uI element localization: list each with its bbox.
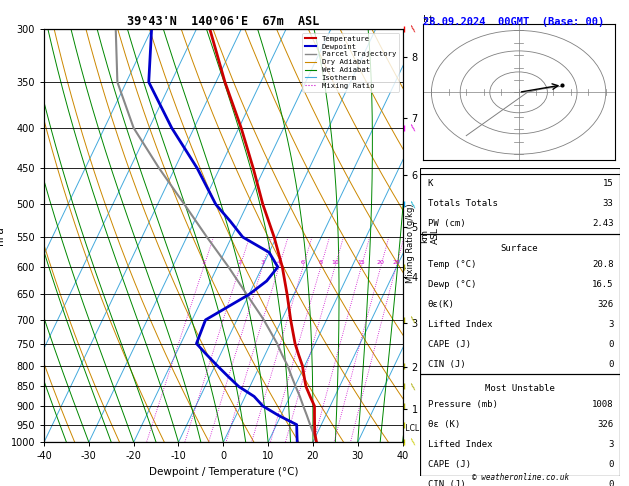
Text: CAPE (J): CAPE (J) xyxy=(428,460,470,469)
Text: /: / xyxy=(409,315,418,324)
Text: PW (cm): PW (cm) xyxy=(428,220,465,228)
Text: Most Unstable: Most Unstable xyxy=(484,384,555,393)
Text: 8: 8 xyxy=(319,260,323,264)
Text: 1: 1 xyxy=(202,260,206,264)
Text: CAPE (J): CAPE (J) xyxy=(428,340,470,349)
Text: 4: 4 xyxy=(277,260,281,264)
Text: 326: 326 xyxy=(598,420,613,429)
Text: Temp (°C): Temp (°C) xyxy=(428,260,476,269)
Text: Dewp (°C): Dewp (°C) xyxy=(428,279,476,289)
Text: 20.8: 20.8 xyxy=(592,260,613,269)
Text: 33: 33 xyxy=(603,199,613,208)
Text: K: K xyxy=(428,179,433,189)
Title: 39°43'N  140°06'E  67m  ASL: 39°43'N 140°06'E 67m ASL xyxy=(127,15,320,28)
Text: 25: 25 xyxy=(392,260,400,264)
Text: Mixing Ratio (g/kg): Mixing Ratio (g/kg) xyxy=(406,203,415,283)
Y-axis label: hPa: hPa xyxy=(0,226,5,245)
Text: 2: 2 xyxy=(238,260,242,264)
Text: 0: 0 xyxy=(608,460,613,469)
Text: 2.43: 2.43 xyxy=(592,220,613,228)
Text: /: / xyxy=(409,123,418,132)
Y-axis label: km
ASL: km ASL xyxy=(421,227,440,244)
Text: 0: 0 xyxy=(608,340,613,349)
Text: Lifted Index: Lifted Index xyxy=(428,440,492,449)
Text: LCL: LCL xyxy=(403,424,419,434)
X-axis label: Dewpoint / Temperature (°C): Dewpoint / Temperature (°C) xyxy=(148,467,298,477)
Text: CIN (J): CIN (J) xyxy=(428,480,465,486)
Legend: Temperature, Dewpoint, Parcel Trajectory, Dry Adiabat, Wet Adiabat, Isotherm, Mi: Temperature, Dewpoint, Parcel Trajectory… xyxy=(302,33,399,92)
Text: 6: 6 xyxy=(301,260,305,264)
Text: Surface: Surface xyxy=(501,243,538,253)
Text: Totals Totals: Totals Totals xyxy=(428,199,498,208)
Text: 3: 3 xyxy=(608,320,613,329)
Text: /: / xyxy=(409,382,418,391)
Text: kt: kt xyxy=(423,15,433,24)
Text: Lifted Index: Lifted Index xyxy=(428,320,492,329)
Text: 0: 0 xyxy=(608,480,613,486)
Text: /: / xyxy=(409,200,418,208)
Text: 15: 15 xyxy=(603,179,613,189)
Text: 16.5: 16.5 xyxy=(592,279,613,289)
Text: 3: 3 xyxy=(608,440,613,449)
Text: 3: 3 xyxy=(260,260,264,264)
Text: Pressure (mb): Pressure (mb) xyxy=(428,400,498,409)
Text: 20: 20 xyxy=(377,260,384,264)
Text: 10: 10 xyxy=(331,260,339,264)
Text: 15: 15 xyxy=(357,260,365,264)
Text: θε(K): θε(K) xyxy=(428,300,454,309)
Text: /: / xyxy=(409,25,418,34)
Text: © weatheronline.co.uk: © weatheronline.co.uk xyxy=(472,473,569,482)
Text: 28.09.2024  00GMT  (Base: 00): 28.09.2024 00GMT (Base: 00) xyxy=(423,17,604,27)
Text: 1008: 1008 xyxy=(592,400,613,409)
Text: 326: 326 xyxy=(598,300,613,309)
Text: /: / xyxy=(409,438,418,447)
Text: CIN (J): CIN (J) xyxy=(428,360,465,369)
Text: 0: 0 xyxy=(608,360,613,369)
Text: θε (K): θε (K) xyxy=(428,420,460,429)
